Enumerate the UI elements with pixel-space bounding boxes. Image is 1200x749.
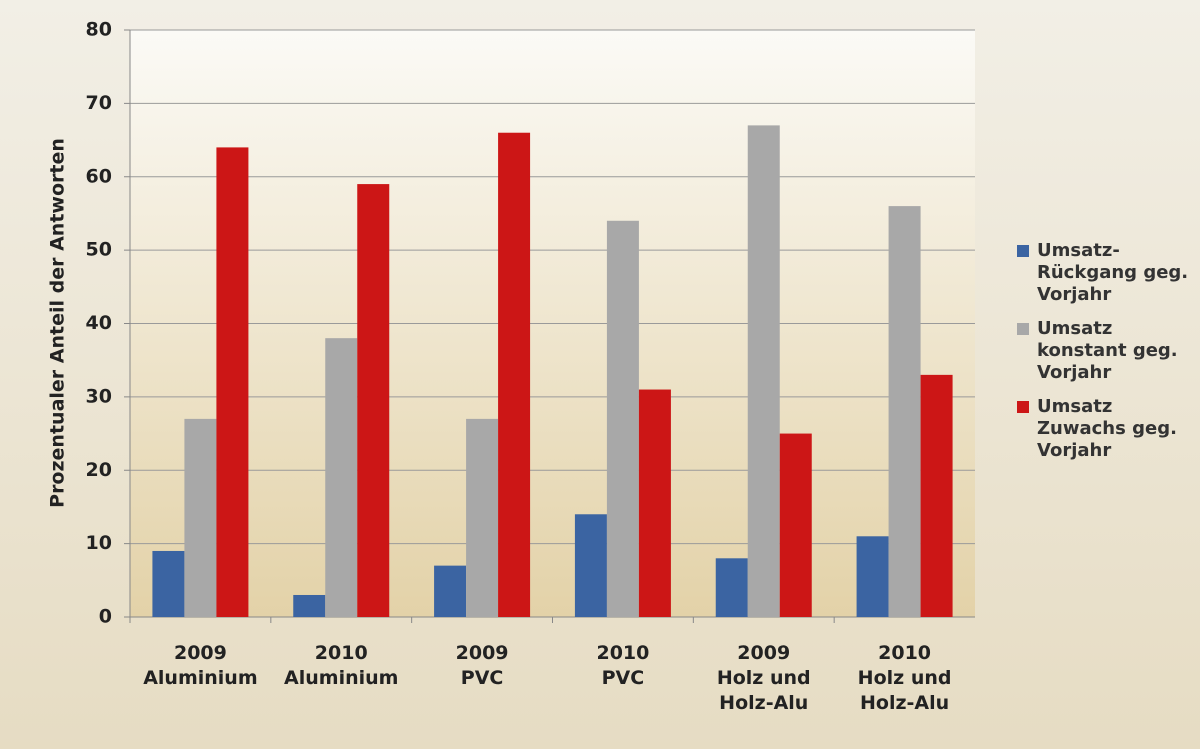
bar <box>498 132 531 617</box>
y-tick-label: 80 <box>86 19 112 41</box>
y-tick-label: 0 <box>99 606 112 628</box>
x-tick-label: 2010 Holz und Holz-Alu <box>858 642 952 714</box>
legend-swatch <box>1017 245 1029 257</box>
x-tick-label: 2009 Aluminium <box>143 642 257 689</box>
legend-swatch <box>1017 323 1029 335</box>
legend: Umsatz-Rückgang geg. Vorjahr Umsatz konst… <box>1015 240 1190 474</box>
y-tick-label: 50 <box>86 239 112 261</box>
bar <box>638 389 671 617</box>
legend-item: Umsatz konstant geg. Vorjahr <box>1015 318 1190 384</box>
x-tick-label: 2010 Aluminium <box>284 642 398 689</box>
bar <box>856 536 889 617</box>
y-tick-label: 40 <box>86 312 112 334</box>
legend-label: Umsatz-Rückgang geg. Vorjahr <box>1037 240 1189 305</box>
y-tick-label: 70 <box>86 92 112 114</box>
bar <box>574 514 607 617</box>
x-tick-label: 2010 PVC <box>596 642 649 689</box>
x-tick-label-line: 2009 <box>456 642 509 664</box>
x-tick-label-line: 2009 <box>737 642 790 664</box>
y-tick-label: 20 <box>86 459 112 481</box>
x-tick-label: 2009 PVC <box>456 642 509 689</box>
x-tick-label: 2009 Holz und Holz-Alu <box>717 642 811 714</box>
legend-label: Umsatz konstant geg. Vorjahr <box>1037 318 1178 383</box>
bar <box>888 206 921 617</box>
legend-swatch <box>1017 401 1029 413</box>
bar <box>434 565 467 617</box>
y-axis-title: Prozentualer Anteil der Antworten <box>47 138 69 508</box>
x-tick-label-line: Aluminium <box>143 667 257 689</box>
bar <box>606 220 639 617</box>
bar <box>184 418 217 617</box>
x-tick-label-line: PVC <box>461 667 504 689</box>
legend-label: Umsatz Zuwachs geg. Vorjahr <box>1037 396 1177 461</box>
bar <box>325 338 358 617</box>
x-tick-label-line: Holz und <box>858 667 952 689</box>
x-tick-label-line: 2010 <box>315 642 368 664</box>
x-tick-label-line: 2009 <box>174 642 227 664</box>
x-tick-label-line: Holz-Alu <box>719 692 808 714</box>
bar <box>715 558 748 617</box>
y-tick-label: 10 <box>86 532 112 554</box>
bar <box>293 594 326 617</box>
bar <box>920 374 953 617</box>
bar <box>152 550 185 617</box>
x-tick-label-line: PVC <box>602 667 645 689</box>
y-tick-label: 60 <box>86 165 112 187</box>
bar <box>216 147 249 617</box>
x-tick-label-line: Aluminium <box>284 667 398 689</box>
x-tick-label-line: Holz und <box>717 667 811 689</box>
legend-item: Umsatz-Rückgang geg. Vorjahr <box>1015 240 1190 306</box>
bar <box>747 125 780 617</box>
x-tick-label-line: Holz-Alu <box>860 692 949 714</box>
y-tick-label: 30 <box>86 385 112 407</box>
legend-item: Umsatz Zuwachs geg. Vorjahr <box>1015 396 1190 462</box>
bar <box>357 184 390 617</box>
x-tick-label-line: 2010 <box>596 642 649 664</box>
bar <box>779 433 812 617</box>
x-tick-label-line: 2010 <box>878 642 931 664</box>
bar <box>466 418 499 617</box>
